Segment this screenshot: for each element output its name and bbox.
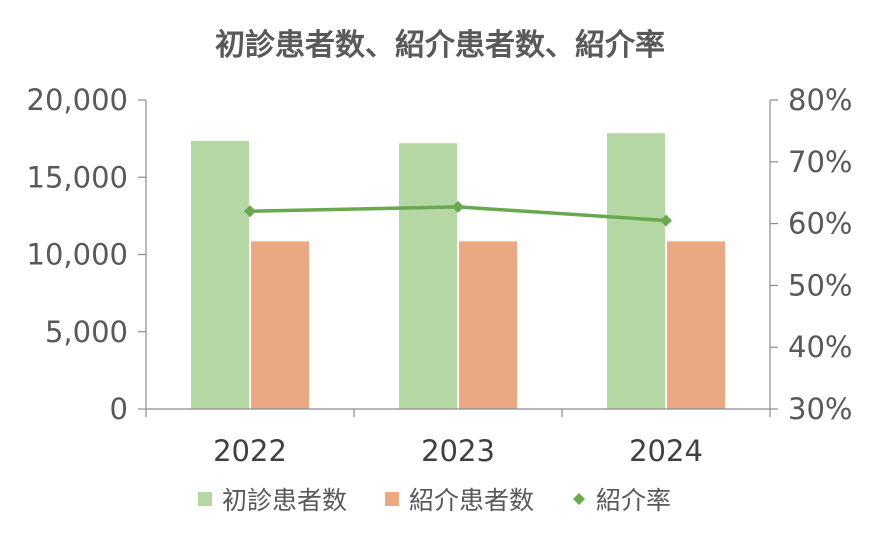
left-tick-label: 0: [110, 392, 128, 426]
referral-rate-marker-2023: [452, 200, 464, 213]
left-tick-label: 10,000: [27, 238, 128, 272]
axes: 0 5,000 10,000 15,000 20,000 30% 40% 50% 60% 70% 8…: [27, 83, 853, 426]
right-tick-label: 50%: [788, 268, 852, 302]
x-axis-ticks: 2022 2023 2024: [145, 408, 771, 468]
right-tick-label: 30%: [788, 392, 852, 426]
bar-series: [191, 133, 725, 409]
chart-title: 初診患者数、紹介患者数、紹介率: [215, 28, 665, 63]
bar-first-visit-2023: [399, 143, 457, 409]
right-tick-label: 60%: [788, 207, 852, 241]
bar-referral-2023: [459, 241, 517, 409]
referral-rate-marker-2022: [244, 205, 256, 218]
x-tick-label: 2023: [421, 434, 495, 468]
right-tick-label: 70%: [788, 145, 852, 179]
legend: 初診患者数 紹介患者数 紹介率: [198, 486, 671, 515]
line-series: [244, 200, 672, 227]
left-tick-label: 15,000: [27, 160, 128, 194]
legend-label: 初診患者数: [222, 486, 347, 515]
legend-swatch: [198, 492, 212, 506]
x-tick-label: 2022: [213, 434, 287, 468]
left-tick-label: 5,000: [45, 315, 128, 349]
bar-first-visit-2024: [607, 133, 665, 409]
x-tick-label: 2024: [629, 434, 703, 468]
referral-rate-marker-2024: [660, 214, 672, 227]
bar-referral-2022: [251, 241, 309, 409]
right-tick-label: 40%: [788, 330, 852, 364]
right-tick-label: 80%: [788, 83, 852, 117]
legend-label: 紹介患者数: [409, 486, 534, 515]
left-tick-label: 20,000: [27, 83, 128, 117]
bar-first-visit-2022: [191, 140, 249, 409]
legend-swatch: [385, 492, 399, 506]
legend-marker: [573, 493, 585, 505]
legend-label: 紹介率: [596, 486, 671, 515]
bar-referral-2024: [667, 241, 725, 409]
